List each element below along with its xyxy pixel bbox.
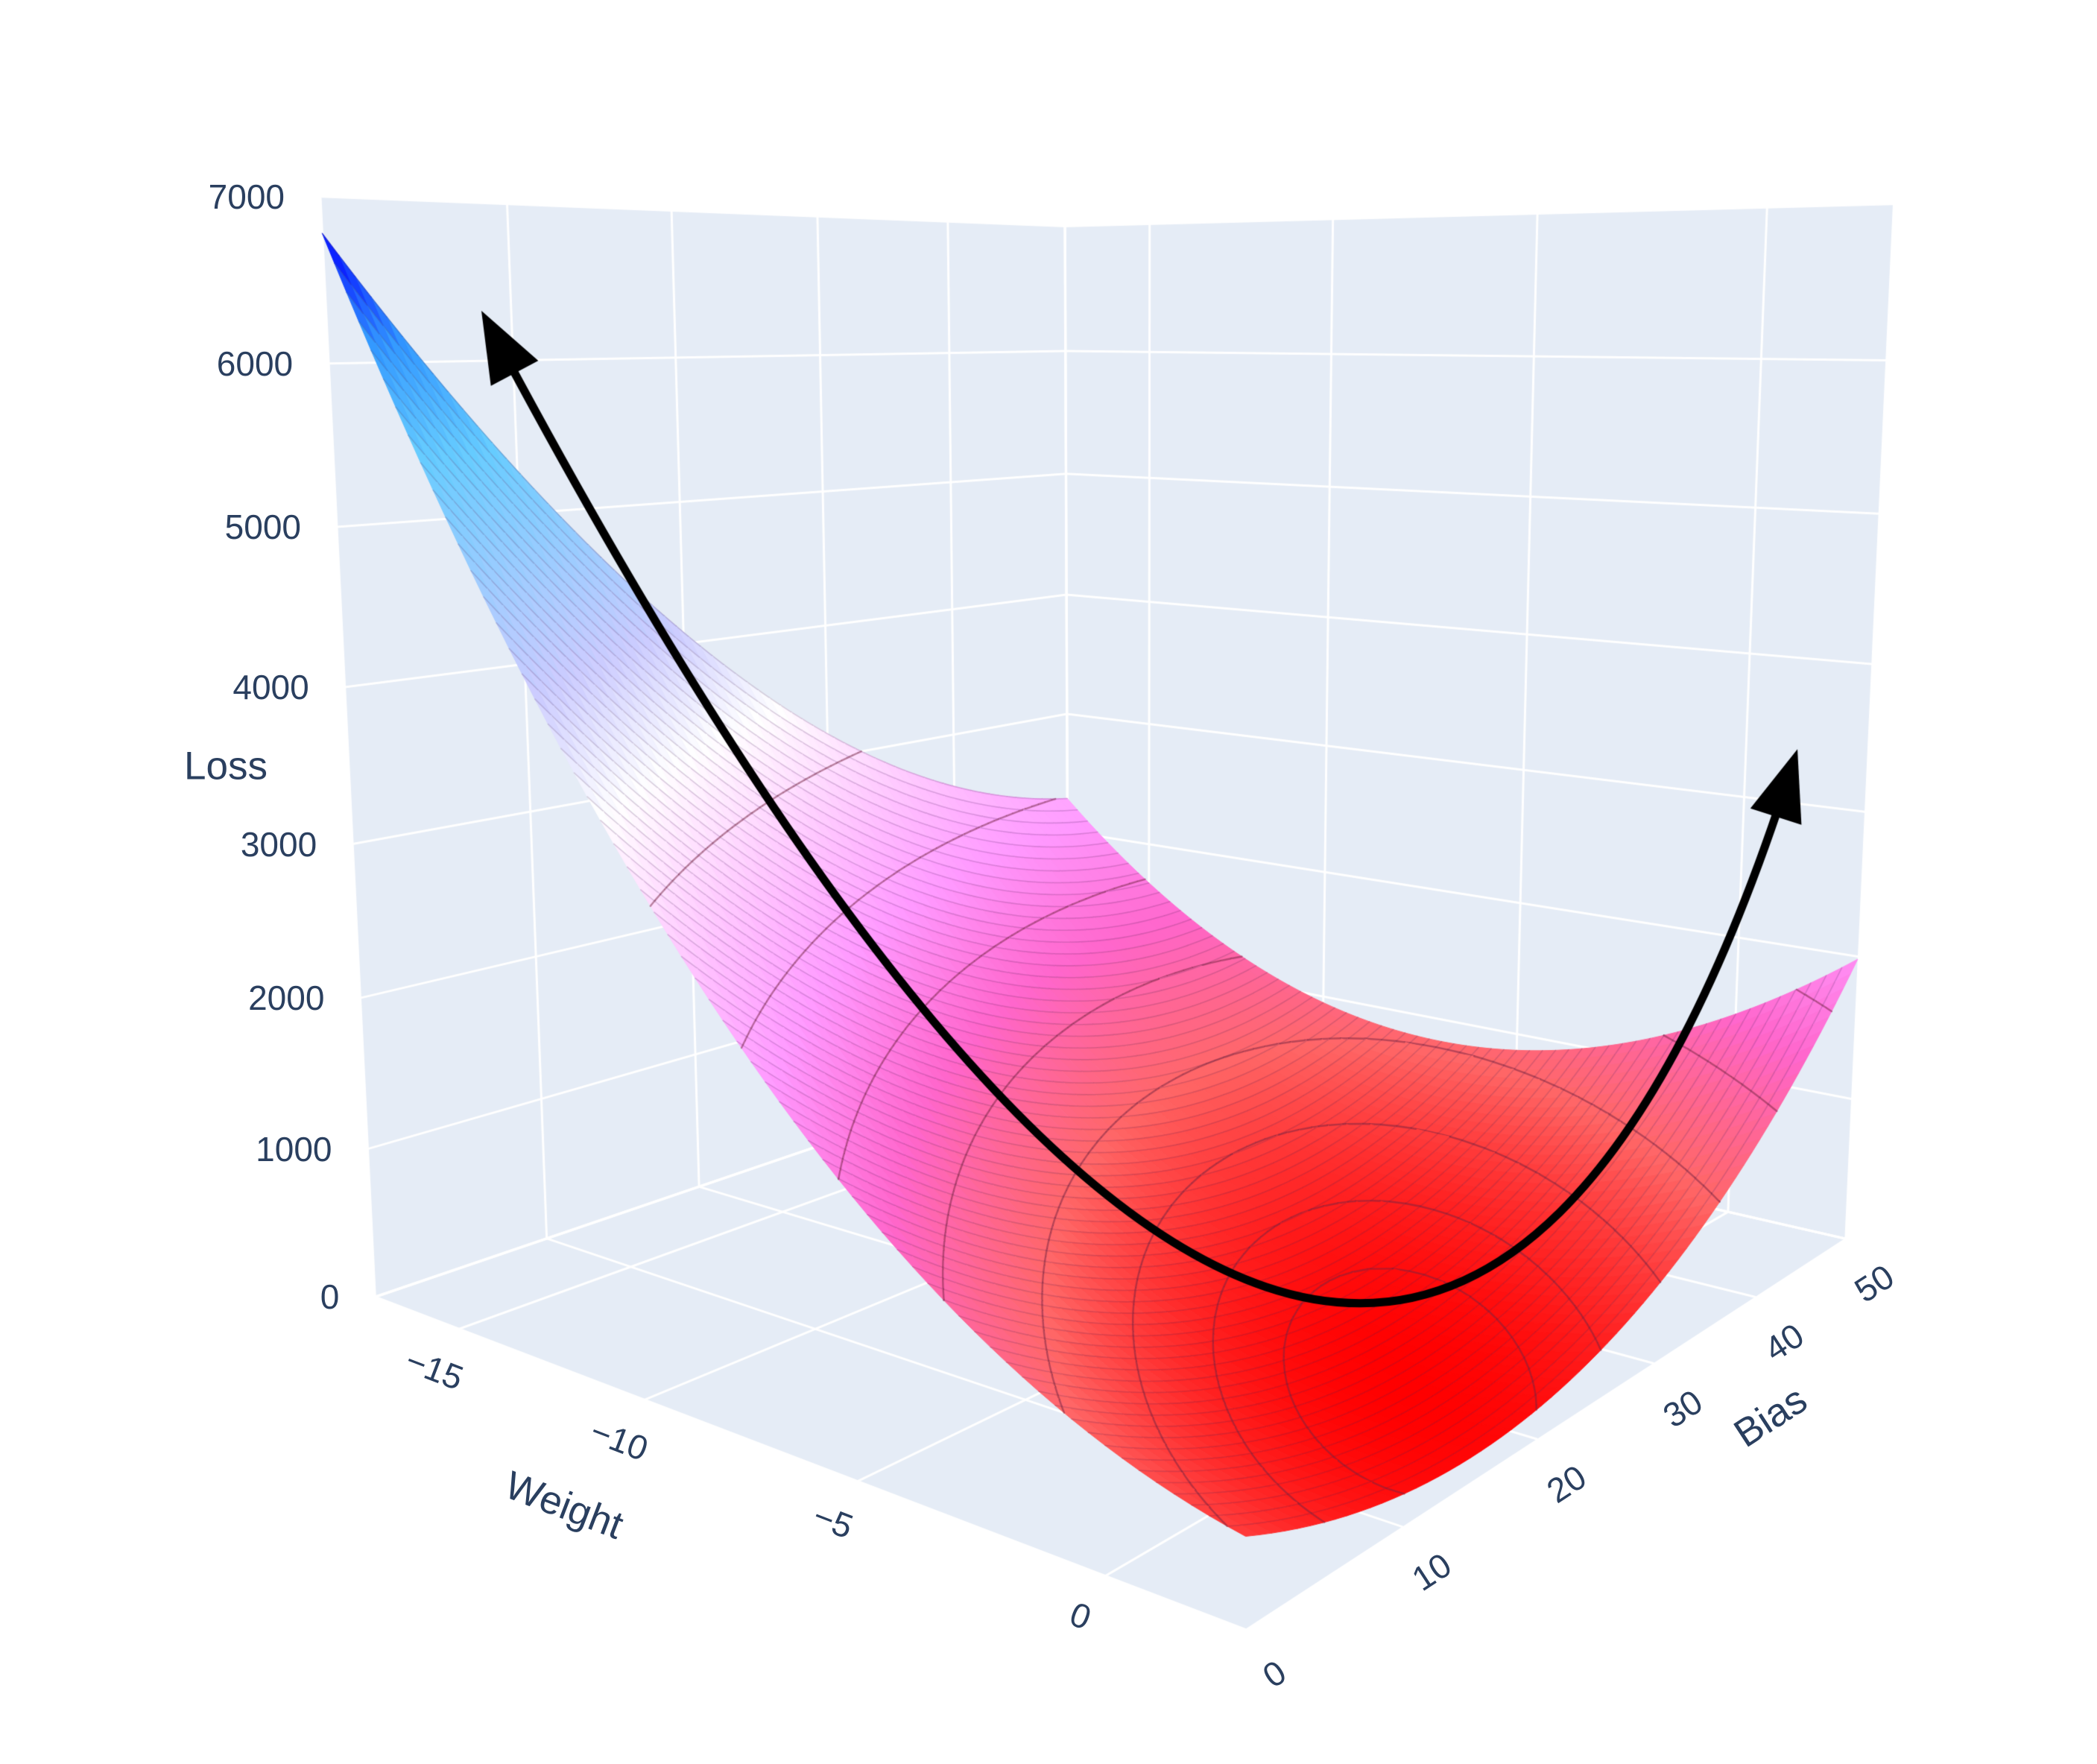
chart-container: Loss Weight Bias 0 1000 2000 3000 4000 5000 60…	[0, 0, 2097, 1764]
loss-surface-3d-plot[interactable]	[0, 0, 2097, 1764]
